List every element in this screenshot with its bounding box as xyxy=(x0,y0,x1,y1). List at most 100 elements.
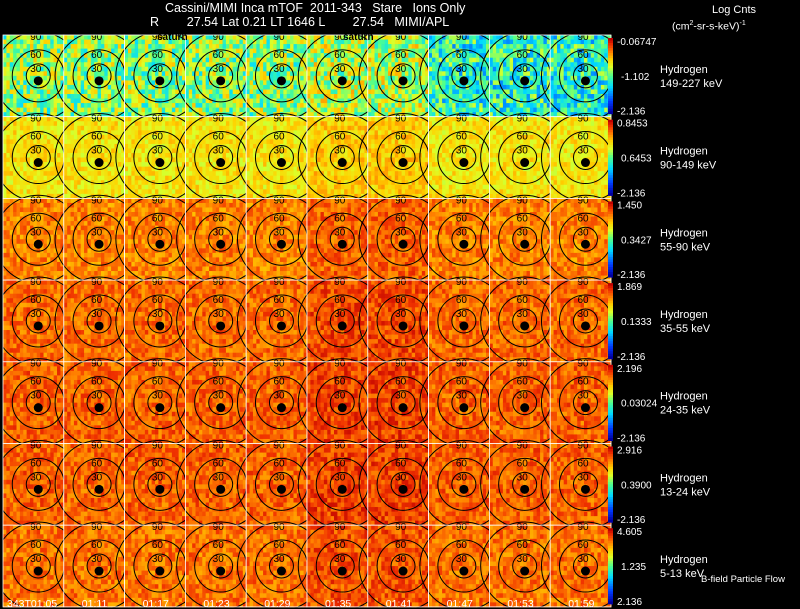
flux-pixel xyxy=(40,103,44,109)
contour-label: 90 xyxy=(517,32,529,43)
flux-pixel xyxy=(171,143,176,149)
flux-pixel xyxy=(192,157,196,163)
flux-pixel xyxy=(276,153,281,158)
contour-label: 30 xyxy=(213,146,225,157)
flux-pixel xyxy=(286,166,291,172)
flux-pixel xyxy=(80,139,85,145)
flux-pixel xyxy=(36,175,41,181)
flux-pixel xyxy=(50,57,55,63)
flux-pixel xyxy=(46,143,51,149)
flux-pixel xyxy=(459,71,463,77)
flux-pixel xyxy=(50,62,55,68)
flux-pixel xyxy=(40,139,44,145)
flux-pixel xyxy=(40,44,44,50)
flux-pixel xyxy=(232,166,237,172)
flux-pixel xyxy=(80,62,85,68)
flux-pixel xyxy=(70,166,75,172)
flux-pixel xyxy=(330,98,335,104)
flux-pixel xyxy=(242,107,247,113)
flux-pixel xyxy=(57,98,61,104)
flux-pixel xyxy=(23,89,28,95)
flux-pixel xyxy=(303,107,308,113)
flux-pixel xyxy=(77,143,82,149)
flux-pixel xyxy=(442,80,446,86)
flux-pixel xyxy=(415,44,419,50)
flux-pixel xyxy=(46,84,51,90)
flux-pixel xyxy=(46,53,51,59)
flux-pixel xyxy=(158,130,163,136)
flux-pixel xyxy=(202,89,207,95)
flux-pixel xyxy=(80,112,85,118)
flux-pixel xyxy=(219,53,223,59)
flux-pixel xyxy=(138,166,142,172)
flux-pixel xyxy=(219,98,223,104)
flux-pixel xyxy=(104,112,109,118)
flux-pixel xyxy=(506,35,511,40)
flux-pixel xyxy=(144,166,149,172)
flux-pixel xyxy=(252,134,257,140)
saturn-marker xyxy=(459,76,469,86)
flux-pixel xyxy=(290,143,294,149)
flux-pixel xyxy=(26,35,31,40)
flux-pixel xyxy=(371,53,375,59)
flux-pixel xyxy=(36,71,41,77)
flux-pixel xyxy=(138,116,142,122)
flux-pixel xyxy=(307,80,311,86)
flux-pixel xyxy=(252,48,257,54)
flux-pixel xyxy=(63,89,68,95)
flux-pixel xyxy=(127,134,132,140)
flux-pixel xyxy=(239,157,244,163)
flux-pixel xyxy=(263,184,267,190)
flux-pixel xyxy=(276,180,281,186)
flux-pixel xyxy=(16,180,21,186)
flux-pixel xyxy=(46,175,51,181)
flux-pixel xyxy=(148,134,153,140)
flux-pixel xyxy=(344,57,348,63)
flux-pixel xyxy=(377,112,382,118)
flux-pixel xyxy=(269,116,274,122)
flux-pixel xyxy=(300,44,305,50)
flux-pixel xyxy=(269,44,274,50)
flux-pixel xyxy=(53,35,58,40)
flux-pixel xyxy=(337,53,342,59)
flux-pixel xyxy=(77,103,82,109)
flux-pixel xyxy=(40,180,44,186)
contour-label: 30 xyxy=(152,146,164,157)
contour-label: 30 xyxy=(30,64,42,75)
flux-pixel xyxy=(77,80,82,86)
flux-pixel xyxy=(590,89,595,95)
flux-pixel xyxy=(188,180,193,186)
flux-pixel xyxy=(249,48,254,54)
flux-pixel xyxy=(577,80,581,86)
flux-pixel xyxy=(185,184,190,190)
flux-pixel xyxy=(165,148,169,154)
flux-pixel xyxy=(232,193,237,199)
flux-pixel xyxy=(127,75,132,81)
flux-pixel xyxy=(293,130,298,136)
flux-pixel xyxy=(540,62,544,68)
flux-pixel xyxy=(19,71,24,77)
flux-pixel xyxy=(263,71,267,77)
flux-pixel xyxy=(138,39,142,45)
flux-pixel xyxy=(310,62,315,68)
flux-pixel xyxy=(222,89,227,95)
flux-pixel xyxy=(475,39,480,45)
flux-pixel xyxy=(276,121,281,127)
flux-pixel xyxy=(90,35,95,40)
flux-pixel xyxy=(53,125,58,131)
angle-contour xyxy=(208,145,234,171)
flux-pixel xyxy=(246,175,250,181)
flux-pixel xyxy=(16,80,21,86)
flux-pixel xyxy=(161,157,166,163)
flux-pixel xyxy=(513,103,517,109)
flux-pixel xyxy=(13,184,17,190)
flux-pixel xyxy=(252,62,257,68)
flux-pixel xyxy=(127,94,132,99)
flux-pixel xyxy=(121,153,125,158)
flux-pixel xyxy=(526,103,531,109)
flux-pixel xyxy=(155,39,159,45)
colorbar-step xyxy=(608,83,613,87)
flux-pixel xyxy=(87,44,92,50)
flux-pixel xyxy=(165,75,169,81)
flux-pixel xyxy=(188,44,193,50)
